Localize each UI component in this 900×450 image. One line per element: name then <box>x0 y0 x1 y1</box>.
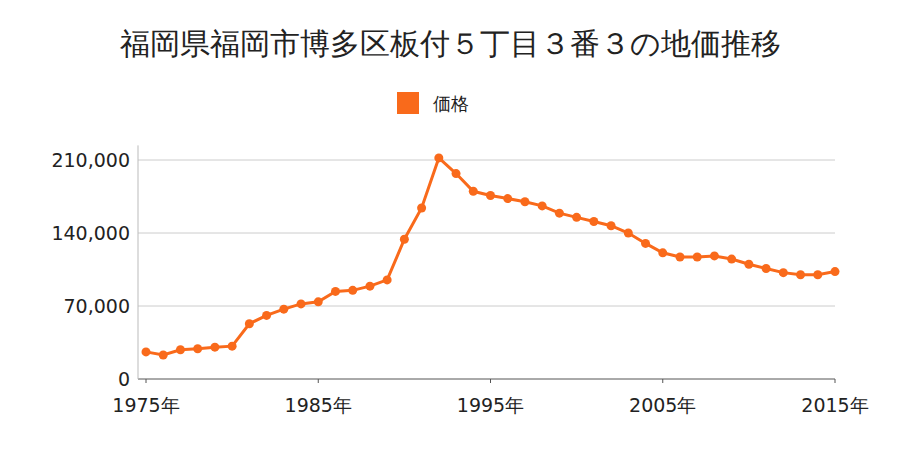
y-tick-label: 210,000 <box>51 149 130 171</box>
point <box>658 248 667 257</box>
point <box>348 286 357 295</box>
x-tick <box>490 379 491 383</box>
point <box>813 270 822 279</box>
point <box>417 203 426 212</box>
point <box>624 229 633 238</box>
x-tick-label: 2005年 <box>629 394 696 416</box>
point <box>675 252 684 261</box>
point <box>452 169 461 178</box>
point <box>693 252 702 261</box>
point <box>641 239 650 248</box>
line <box>146 158 835 355</box>
point <box>555 209 564 218</box>
point <box>400 235 409 244</box>
point <box>779 268 788 277</box>
legend-swatch <box>397 92 419 114</box>
legend-label: 価格 <box>433 93 469 114</box>
point <box>796 270 805 279</box>
point <box>365 282 374 291</box>
point <box>538 201 547 210</box>
point <box>710 251 719 260</box>
point <box>762 264 771 273</box>
y-axis-line <box>138 145 139 379</box>
point <box>228 342 237 351</box>
grid-line <box>138 306 835 307</box>
x-tick-label: 1975年 <box>112 394 179 416</box>
point <box>486 191 495 200</box>
point <box>589 217 598 226</box>
y-tick-label: 0 <box>118 368 130 390</box>
x-tick-label: 2015年 <box>801 394 868 416</box>
chart: 福岡県福岡市博多区板付５丁目３番３の地価推移価格 0 70,000 140,000 21… <box>0 0 900 450</box>
point <box>331 287 340 296</box>
point <box>159 351 168 360</box>
point <box>176 345 185 354</box>
grid-line <box>138 379 835 380</box>
x-tick-label: 1995年 <box>457 394 524 416</box>
point <box>520 197 529 206</box>
plot-area <box>142 153 840 359</box>
title: 福岡県福岡市博多区板付５丁目３番３の地価推移 <box>120 26 781 61</box>
point <box>469 187 478 196</box>
point <box>434 153 443 162</box>
point <box>142 347 151 356</box>
point <box>245 319 254 328</box>
point <box>607 221 616 230</box>
point <box>572 213 581 222</box>
point <box>727 255 736 264</box>
point <box>210 343 219 352</box>
point <box>503 194 512 203</box>
grid-line <box>138 233 835 234</box>
x-tick <box>835 379 836 383</box>
point <box>279 305 288 314</box>
grid-line <box>138 160 835 161</box>
x-tick <box>318 379 319 383</box>
legend: 価格 <box>397 92 469 114</box>
point <box>744 260 753 269</box>
point <box>383 275 392 284</box>
y-tick-label: 70,000 <box>64 295 130 317</box>
point <box>262 311 271 320</box>
x-tick-label: 1985年 <box>285 394 352 416</box>
y-tick-label: 140,000 <box>51 222 130 244</box>
point <box>314 297 323 306</box>
x-tick <box>662 379 663 383</box>
x-tick <box>146 379 147 383</box>
point <box>193 344 202 353</box>
point <box>297 299 306 308</box>
point <box>831 267 840 276</box>
